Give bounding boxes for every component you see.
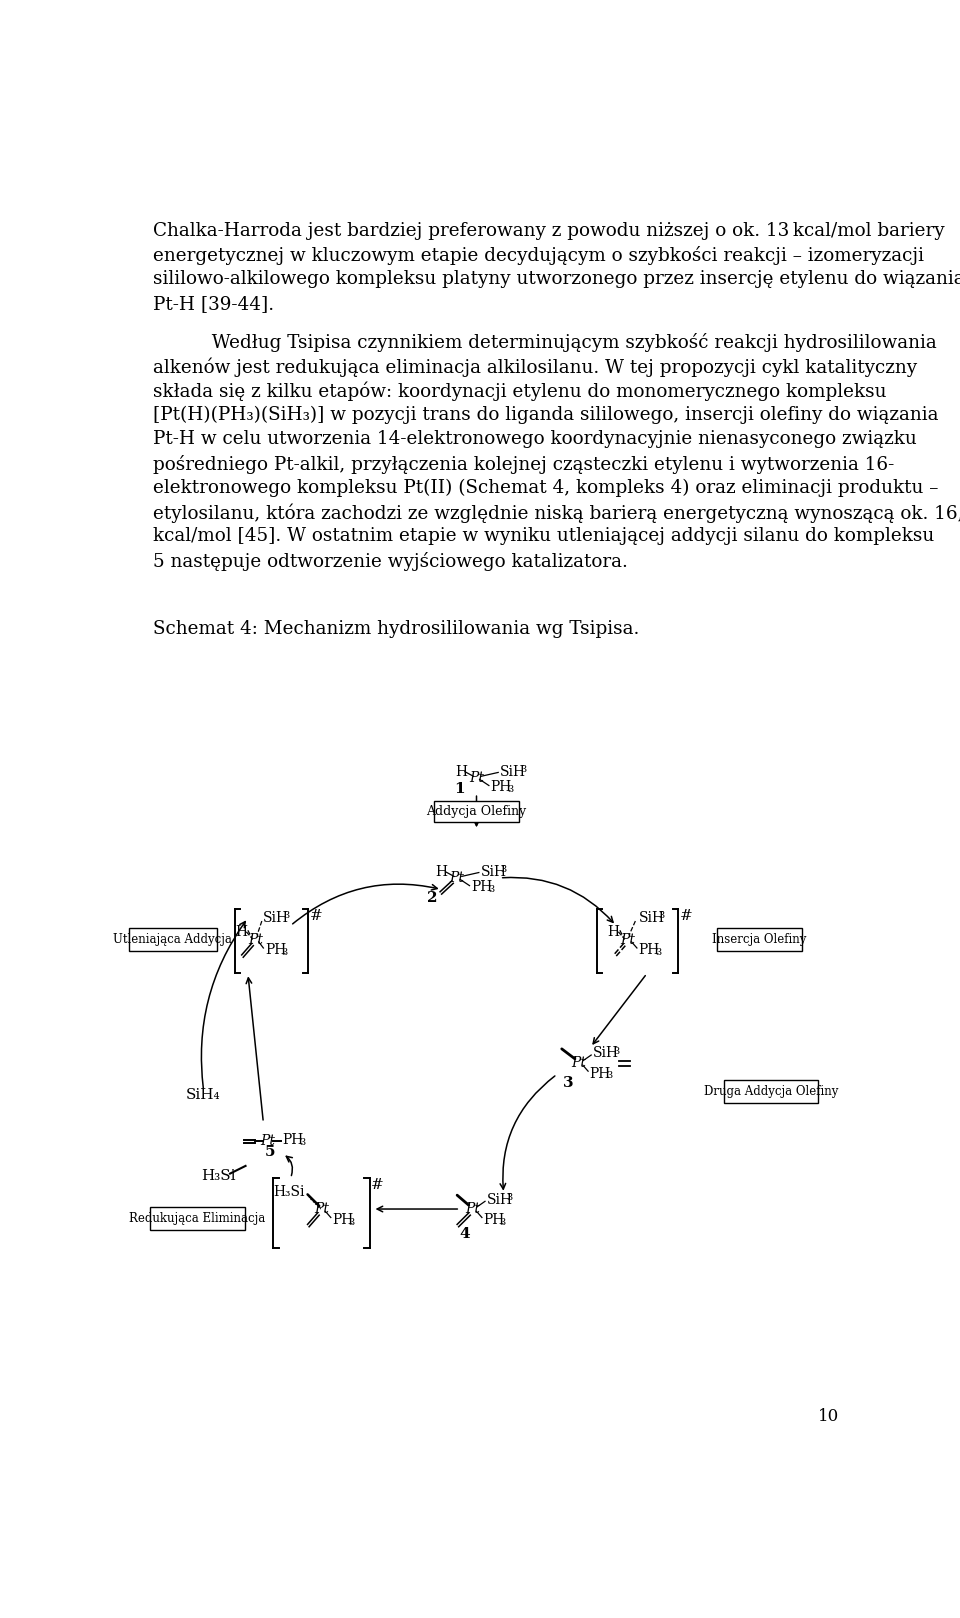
Text: SiH: SiH bbox=[263, 911, 289, 925]
Text: Chalka-Harroda jest bardziej preferowany z powodu niższej o ok. 13 kcal/mol bari: Chalka-Harroda jest bardziej preferowany… bbox=[153, 222, 945, 239]
Text: Pt: Pt bbox=[620, 932, 636, 947]
Text: #: # bbox=[680, 909, 692, 922]
Text: Pt-H [39-44].: Pt-H [39-44]. bbox=[153, 294, 274, 312]
Text: 5: 5 bbox=[265, 1146, 276, 1158]
Text: 3: 3 bbox=[606, 1071, 612, 1081]
Text: 3: 3 bbox=[488, 885, 494, 895]
Text: Pt-H w celu utworzenia 14-elektronowego koordynacyjnie nienasyconego związku: Pt-H w celu utworzenia 14-elektronowego … bbox=[153, 430, 916, 448]
Text: Pt: Pt bbox=[260, 1134, 275, 1149]
Text: Pt: Pt bbox=[314, 1202, 329, 1217]
Text: 3: 3 bbox=[507, 1192, 513, 1202]
Text: Pt: Pt bbox=[248, 932, 263, 947]
FancyBboxPatch shape bbox=[129, 929, 217, 951]
Text: 2: 2 bbox=[427, 892, 438, 904]
FancyBboxPatch shape bbox=[724, 1079, 818, 1103]
Text: #: # bbox=[372, 1178, 384, 1192]
FancyBboxPatch shape bbox=[434, 801, 519, 822]
Text: SiH: SiH bbox=[638, 911, 664, 925]
Text: PH: PH bbox=[638, 943, 660, 958]
Text: 3: 3 bbox=[508, 785, 514, 794]
Text: PH: PH bbox=[471, 880, 492, 895]
Text: Addycja Olefiny: Addycja Olefiny bbox=[426, 806, 527, 819]
Text: 3: 3 bbox=[299, 1137, 305, 1147]
Text: składa się z kilku etapów: koordynacji etylenu do monomerycznego kompleksu: składa się z kilku etapów: koordynacji e… bbox=[153, 382, 886, 401]
Text: H: H bbox=[455, 765, 467, 778]
FancyBboxPatch shape bbox=[150, 1207, 245, 1230]
Text: H₃Si: H₃Si bbox=[273, 1184, 304, 1199]
Text: #: # bbox=[310, 909, 323, 922]
Text: 3: 3 bbox=[659, 911, 665, 921]
Text: 3: 3 bbox=[655, 948, 661, 958]
Text: 4: 4 bbox=[460, 1226, 470, 1241]
Text: H: H bbox=[436, 864, 447, 879]
Text: 3: 3 bbox=[520, 765, 526, 773]
Text: PH: PH bbox=[265, 943, 286, 958]
Text: 3: 3 bbox=[563, 1076, 573, 1091]
Text: SiH: SiH bbox=[480, 864, 506, 879]
Text: H₃Si: H₃Si bbox=[202, 1168, 236, 1183]
Text: Druga Addycja Olefiny: Druga Addycja Olefiny bbox=[704, 1084, 838, 1097]
Text: PH: PH bbox=[589, 1066, 611, 1081]
Text: PH: PH bbox=[484, 1214, 505, 1226]
Text: sililowo-alkilowego kompleksu platyny utworzonego przez insercję etylenu do wiąz: sililowo-alkilowego kompleksu platyny ut… bbox=[153, 270, 960, 288]
Text: Według Tsipisa czynnikiem determinującym szybkość reakcji hydrosililowania: Według Tsipisa czynnikiem determinującym… bbox=[153, 333, 936, 353]
Text: energetycznej w kluczowym etapie decydującym o szybkości reakcji – izomeryzacji: energetycznej w kluczowym etapie decyduj… bbox=[153, 246, 924, 265]
Text: alkenów jest redukująca eliminacja alkilosilanu. W tej propozycji cykl katalityc: alkenów jest redukująca eliminacja alkil… bbox=[153, 358, 917, 377]
Text: Schemat 4: Mechanizm hydrosililowania wg Tsipisa.: Schemat 4: Mechanizm hydrosililowania wg… bbox=[153, 620, 639, 637]
Text: Pt: Pt bbox=[449, 870, 465, 885]
Text: H: H bbox=[608, 925, 619, 938]
FancyBboxPatch shape bbox=[717, 929, 802, 951]
Text: 5 następuje odtworzenie wyjściowego katalizatora.: 5 następuje odtworzenie wyjściowego kata… bbox=[153, 552, 628, 571]
Text: PH: PH bbox=[332, 1214, 353, 1226]
Text: pośredniego Pt-alkil, przyłączenia kolejnej cząsteczki etylenu i wytworzenia 16-: pośredniego Pt-alkil, przyłączenia kolej… bbox=[153, 455, 894, 474]
Text: Utleniająca Addycja: Utleniająca Addycja bbox=[113, 934, 232, 947]
Text: 3: 3 bbox=[348, 1218, 355, 1226]
Text: H: H bbox=[235, 925, 248, 938]
Text: Insercja Olefiny: Insercja Olefiny bbox=[712, 934, 806, 947]
Text: Pt: Pt bbox=[466, 1202, 480, 1217]
Text: 3: 3 bbox=[281, 948, 287, 958]
Text: SiH: SiH bbox=[500, 765, 526, 778]
Text: Redukująca Eliminacja: Redukująca Eliminacja bbox=[130, 1212, 266, 1225]
Text: SiH: SiH bbox=[487, 1192, 513, 1207]
Text: 3: 3 bbox=[500, 866, 507, 874]
Text: [Pt(H)(PH₃)(SiH₃)] w pozycji trans do liganda sililowego, insercji olefiny do wi: [Pt(H)(PH₃)(SiH₃)] w pozycji trans do li… bbox=[153, 406, 938, 424]
Text: 10: 10 bbox=[818, 1408, 839, 1425]
Text: Pt: Pt bbox=[571, 1055, 587, 1069]
Text: etylosilanu, która zachodzi ze względnie niską barierą energetyczną wynoszącą ok: etylosilanu, która zachodzi ze względnie… bbox=[153, 503, 960, 523]
Text: Pt: Pt bbox=[469, 770, 484, 785]
Text: PH: PH bbox=[283, 1133, 304, 1147]
Text: 3: 3 bbox=[283, 911, 290, 921]
Text: kcal/mol [45]. W ostatnim etapie w wyniku utleniającej addycji silanu do komplek: kcal/mol [45]. W ostatnim etapie w wynik… bbox=[153, 527, 934, 545]
Text: SiH₄: SiH₄ bbox=[186, 1087, 221, 1102]
Text: PH: PH bbox=[491, 780, 512, 794]
Text: 3: 3 bbox=[500, 1218, 506, 1226]
Text: 1: 1 bbox=[454, 781, 465, 796]
Text: elektronowego kompleksu Pt(II) (Schemat 4, kompleks 4) oraz eliminacji produktu : elektronowego kompleksu Pt(II) (Schemat … bbox=[153, 479, 938, 497]
Text: SiH: SiH bbox=[592, 1047, 619, 1060]
Text: 3: 3 bbox=[612, 1047, 619, 1055]
